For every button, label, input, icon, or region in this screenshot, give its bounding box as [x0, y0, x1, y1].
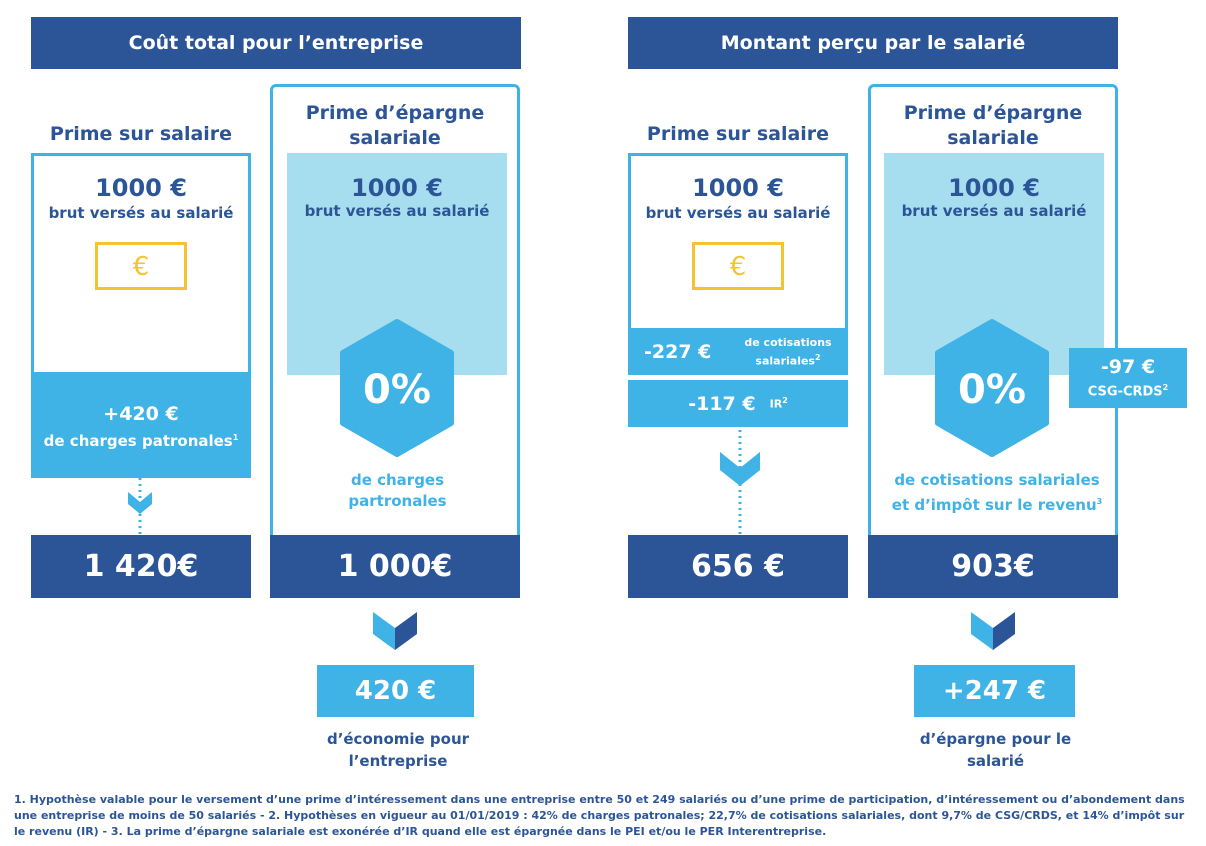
col4-total: 903€	[868, 535, 1118, 598]
col4-amount: 1000 €	[948, 174, 1040, 202]
hexagon-icon	[935, 319, 1049, 457]
col1-connector	[128, 478, 152, 535]
euro-note-icon: €	[692, 242, 784, 290]
col3-deduct2-label-wrap: IR2	[770, 396, 788, 411]
col4-hex-sup: 3	[1096, 497, 1103, 506]
col1-charge-label: de charges patronales	[43, 432, 233, 450]
col2-result-label: d’économie pour l’entreprise	[326, 730, 470, 770]
col4-csg-label: CSG-CRDS	[1087, 384, 1163, 400]
col4-hex-label-wrap: de cotisations salariales et d’impôt sur…	[888, 470, 1106, 516]
col3-deduct1-sup: 2	[814, 352, 821, 362]
col2-result-amount: 420 €	[317, 665, 474, 717]
col3-deduct1-amount: -227 €	[644, 340, 712, 363]
col4-result-amount: +247 €	[914, 665, 1075, 717]
col3-total: 656 €	[628, 535, 848, 598]
col3-deduct2-label: IR	[769, 397, 783, 411]
col4-title: Prime d’épargne salariale	[903, 102, 1083, 149]
col3-deduct1-label-wrap: de cotisations salariales2	[738, 335, 838, 369]
col2-title: Prime d’épargne salariale	[305, 102, 485, 149]
chevron-down-icon	[720, 452, 760, 486]
col3-amount-sub: brut versés au salarié	[645, 204, 831, 222]
col4-result-label: d’épargne pour le salarié	[919, 730, 1072, 770]
col3-title: Prime sur salaire	[646, 123, 830, 145]
col2-amount: 1000 €	[351, 174, 443, 202]
col2-result-chevron-icon	[373, 612, 417, 650]
col4-hex-label: de cotisations salariales et d’impôt sur…	[891, 471, 1100, 514]
col1-title: Prime sur salaire	[49, 123, 233, 145]
col3-deduct1-box: -227 € de cotisations salariales2	[628, 328, 848, 375]
col4-hex-value: 0%	[958, 367, 1026, 413]
footnote: 1. Hypothèse valable pour le versement d…	[14, 793, 1185, 838]
hexagon-icon	[340, 319, 454, 457]
col3-amount: 1000 €	[692, 174, 784, 202]
euro-note-icon: €	[95, 242, 187, 290]
col2-total: 1 000€	[270, 535, 520, 598]
col3-deduct2-sup: 2	[782, 396, 788, 406]
col2-hex-value: 0%	[363, 367, 431, 413]
col3-connector	[720, 430, 760, 535]
col1-amount: 1000 €	[95, 174, 187, 202]
col3-deduct2-amount: -117 €	[688, 392, 756, 415]
svg-text:€: €	[730, 252, 747, 282]
col3-deduct2-box: -117 € IR2	[628, 380, 848, 427]
col1-total: 1 420€	[31, 535, 251, 598]
col4-csg-line: CSG-CRDS2	[1088, 379, 1169, 401]
col4-result-chevron-icon	[971, 612, 1015, 650]
col4-csg-sup: 2	[1162, 382, 1169, 392]
header-company-cost: Coût total pour l’entreprise	[31, 17, 521, 69]
col4-csg-amount: -97 €	[1100, 355, 1156, 378]
col3-deduct1-label: de cotisations salariales	[744, 335, 832, 368]
col1-charge-amount: +420 €	[103, 403, 179, 425]
header-employee-amount: Montant perçu par le salarié	[628, 17, 1118, 69]
col2-amount-sub: brut versés au salarié	[304, 202, 490, 220]
col4-amount-sub: brut versés au salarié	[901, 202, 1087, 220]
col1-charge-sup: 1	[232, 433, 239, 442]
col4-csg-box: -97 € CSG-CRDS2	[1069, 348, 1187, 408]
col1-charges-box: +420 € de charges patronales1	[31, 375, 251, 478]
col1-amount-sub: brut versés au salarié	[48, 204, 234, 222]
col1-charge-line: de charges patronales1	[44, 427, 239, 452]
chevron-down-icon	[128, 492, 152, 514]
col2-hex-label: de charges partronales	[348, 471, 447, 510]
svg-text:€: €	[133, 252, 150, 282]
